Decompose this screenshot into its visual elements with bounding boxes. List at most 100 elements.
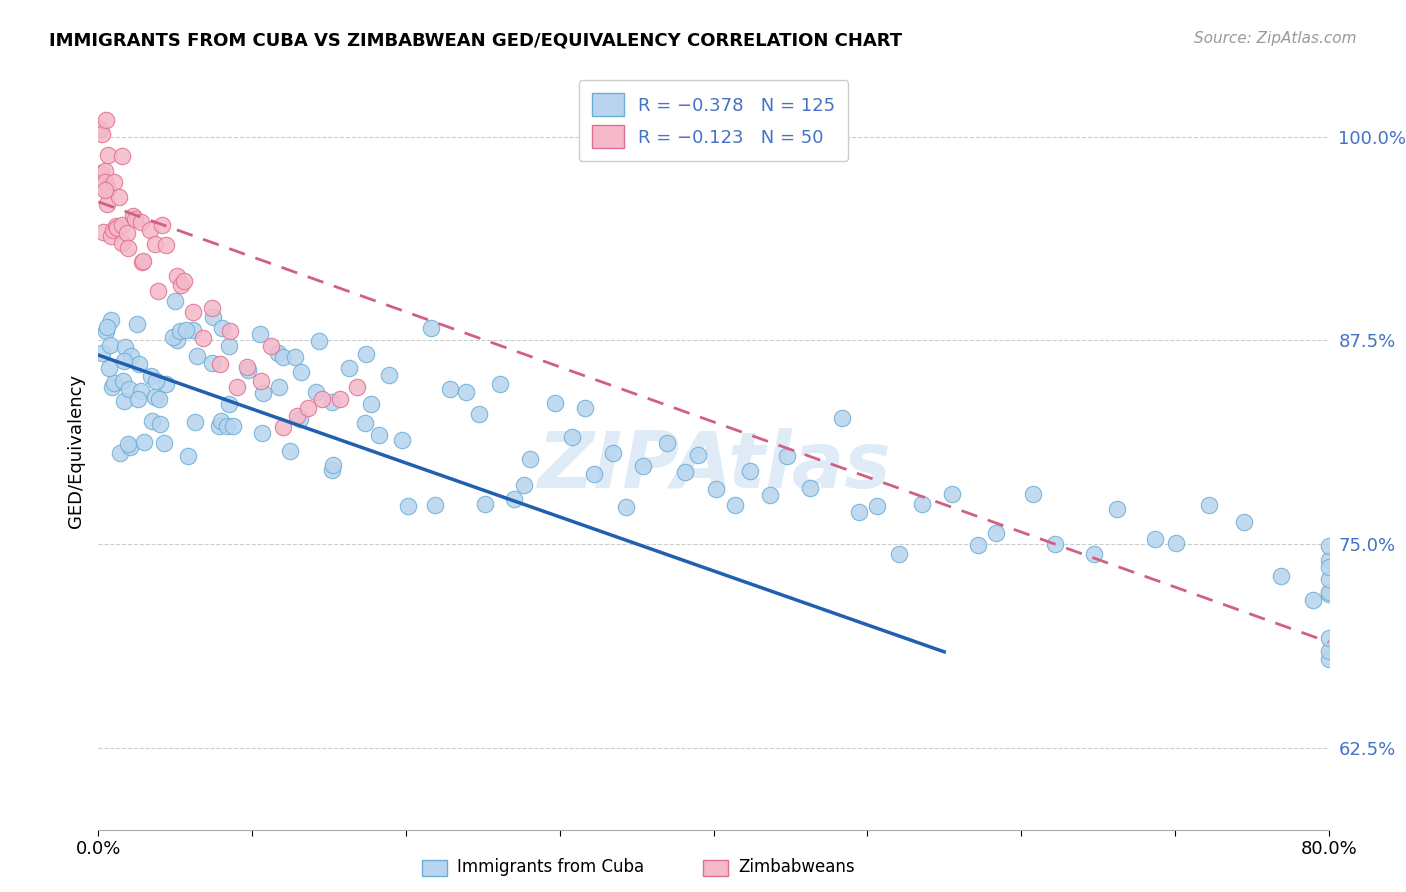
Point bbox=[353, 416, 375, 430]
Point bbox=[177, 449, 200, 463]
Point bbox=[191, 330, 214, 344]
Point bbox=[125, 317, 148, 331]
Point bbox=[657, 436, 679, 450]
Point bbox=[145, 374, 167, 388]
Point bbox=[848, 505, 870, 519]
Point bbox=[865, 499, 887, 513]
Point bbox=[284, 351, 307, 365]
Point bbox=[396, 499, 419, 513]
Point bbox=[561, 430, 583, 444]
Point bbox=[134, 434, 156, 449]
Point bbox=[143, 236, 166, 251]
Text: ZIPAtlas: ZIPAtlas bbox=[537, 427, 890, 504]
Point bbox=[1317, 539, 1340, 553]
Point bbox=[512, 478, 534, 492]
Point bbox=[181, 304, 204, 318]
Legend: R = −0.378   N = 125, R = −0.123   N = 50: R = −0.378 N = 125, R = −0.123 N = 50 bbox=[579, 80, 848, 161]
Point bbox=[967, 538, 990, 552]
Point bbox=[252, 386, 274, 401]
Point bbox=[141, 369, 163, 384]
Text: Source: ZipAtlas.com: Source: ZipAtlas.com bbox=[1194, 31, 1357, 46]
Point bbox=[1317, 585, 1340, 599]
Point bbox=[117, 382, 139, 396]
Point bbox=[208, 357, 231, 371]
Point bbox=[103, 175, 125, 189]
Point bbox=[91, 226, 114, 240]
Point bbox=[1045, 537, 1067, 551]
Point bbox=[181, 323, 204, 337]
Point bbox=[217, 419, 239, 434]
Point bbox=[108, 445, 131, 459]
Point bbox=[1164, 535, 1187, 549]
Point bbox=[129, 384, 152, 399]
Point bbox=[97, 147, 120, 161]
Point bbox=[100, 228, 122, 243]
Point bbox=[1317, 553, 1340, 567]
Point bbox=[1302, 593, 1324, 607]
Point bbox=[201, 310, 224, 324]
Point bbox=[127, 392, 149, 407]
Point bbox=[117, 437, 139, 451]
Point bbox=[96, 196, 118, 211]
Point bbox=[90, 127, 112, 141]
Point bbox=[114, 340, 136, 354]
Point bbox=[91, 346, 114, 360]
Point bbox=[378, 368, 401, 382]
Point bbox=[249, 327, 271, 342]
Point bbox=[425, 498, 447, 512]
Point bbox=[887, 547, 910, 561]
Point bbox=[101, 380, 124, 394]
Point bbox=[166, 269, 188, 284]
Point bbox=[337, 360, 360, 375]
Point bbox=[271, 419, 294, 434]
Point bbox=[311, 392, 333, 406]
Point bbox=[984, 526, 1007, 541]
Point bbox=[169, 277, 191, 292]
Point bbox=[439, 383, 461, 397]
Point bbox=[209, 414, 232, 428]
Point bbox=[354, 347, 377, 361]
Point bbox=[132, 254, 155, 268]
Point bbox=[236, 363, 259, 377]
Point bbox=[488, 376, 510, 391]
Point bbox=[155, 377, 177, 392]
Point bbox=[112, 374, 135, 388]
Point bbox=[688, 448, 710, 462]
Point bbox=[96, 320, 118, 334]
Point bbox=[131, 254, 153, 268]
Point bbox=[322, 458, 344, 472]
Point bbox=[1083, 547, 1105, 561]
Point bbox=[103, 376, 125, 390]
Point bbox=[128, 357, 150, 371]
Point bbox=[420, 321, 443, 335]
Point bbox=[321, 395, 343, 409]
Point bbox=[115, 226, 138, 240]
Point bbox=[105, 220, 128, 235]
Point bbox=[166, 333, 188, 347]
Point bbox=[143, 390, 166, 404]
Point bbox=[93, 175, 115, 189]
Point bbox=[250, 425, 273, 440]
Point bbox=[1317, 573, 1340, 587]
Point bbox=[308, 334, 330, 349]
Point bbox=[104, 219, 127, 233]
Point bbox=[118, 440, 141, 454]
Point bbox=[162, 329, 184, 343]
Point bbox=[329, 392, 352, 406]
Point bbox=[1107, 502, 1129, 516]
Point bbox=[129, 215, 152, 229]
Point bbox=[360, 397, 382, 411]
Point bbox=[184, 415, 207, 429]
Text: Immigrants from Cuba: Immigrants from Cuba bbox=[457, 858, 644, 876]
Point bbox=[799, 481, 821, 495]
Point bbox=[201, 301, 224, 315]
Point bbox=[110, 218, 132, 232]
Point bbox=[98, 338, 121, 352]
Point bbox=[1317, 632, 1340, 646]
Point bbox=[111, 149, 134, 163]
Point bbox=[112, 393, 135, 408]
Point bbox=[218, 339, 240, 353]
Point bbox=[704, 483, 727, 497]
Point bbox=[1233, 515, 1256, 529]
Point bbox=[90, 166, 112, 180]
